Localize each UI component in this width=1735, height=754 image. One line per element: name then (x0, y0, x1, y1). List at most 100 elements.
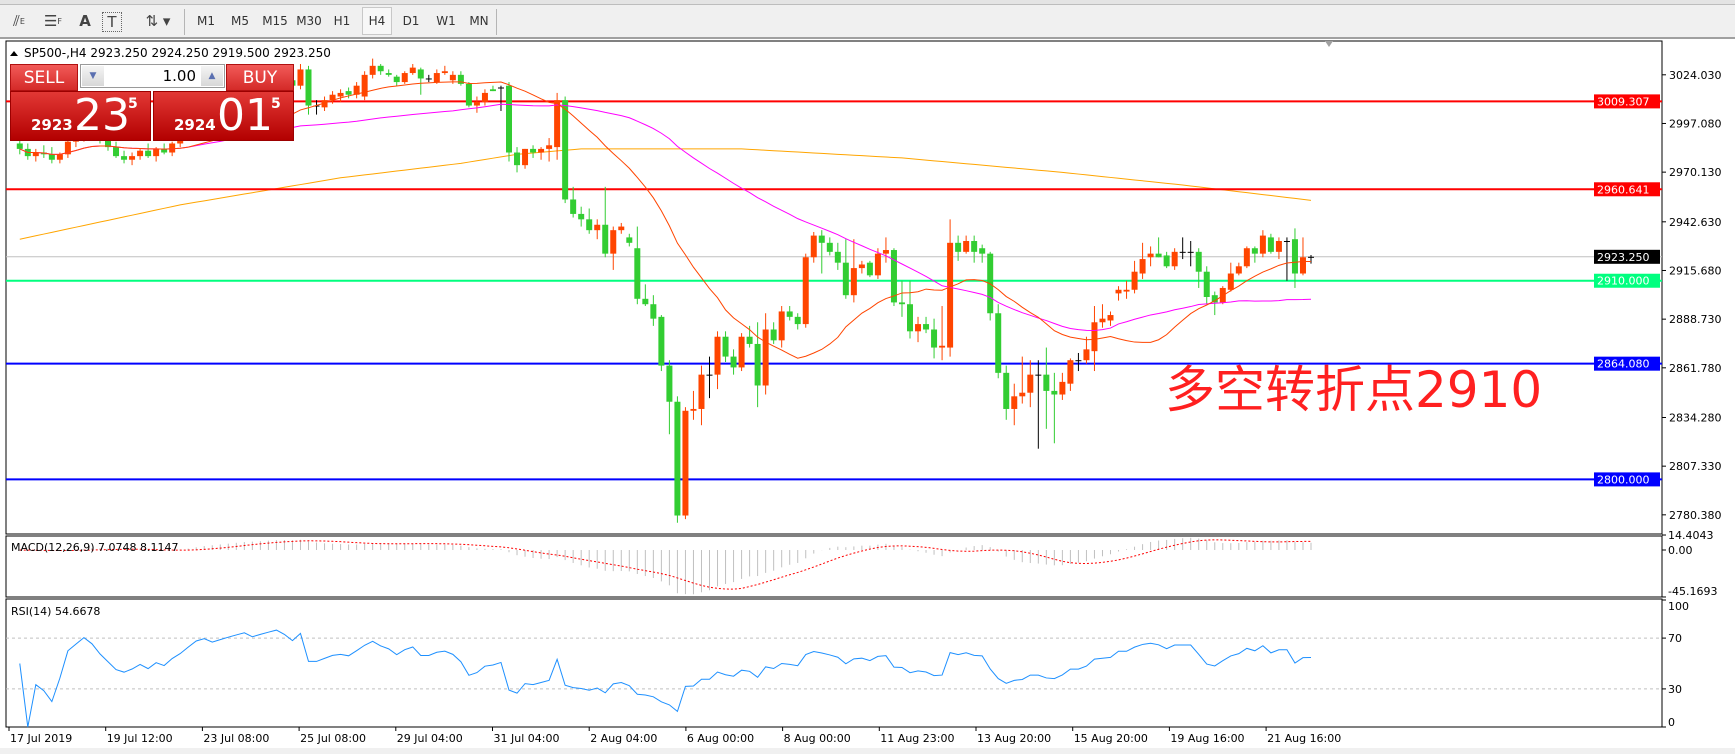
timeframe-d1[interactable]: D1 (402, 14, 420, 28)
candle-body (457, 74, 464, 84)
candle (1267, 233, 1274, 254)
candle (129, 152, 136, 166)
elliott-wave-icon[interactable]: ⫽ E (13, 12, 25, 30)
candle-body (1179, 251, 1186, 253)
candle-body (489, 89, 496, 92)
time-label: 19 Aug 16:00 (1170, 732, 1244, 745)
upper-toolbar-strip (0, 0, 1735, 5)
candle (481, 89, 488, 106)
sell-price-button[interactable]: 2923 23 5 (10, 91, 151, 141)
macd-plot (19, 537, 1312, 595)
time-label: 15 Aug 20:00 (1074, 732, 1148, 745)
candle-body (1203, 271, 1210, 297)
candle (506, 82, 512, 162)
candle (778, 306, 785, 348)
timeframe-m5[interactable]: M5 (231, 14, 249, 28)
rsi-scale-label: 70 (1668, 632, 1682, 645)
candle (698, 365, 705, 426)
candle-body (963, 241, 970, 252)
chart-window[interactable]: 3024.030 2997.080 2970.130 2942.630 2915.680… (0, 39, 1735, 754)
timeframe-m15[interactable]: M15 (262, 14, 288, 28)
candle-body (1308, 256, 1314, 258)
candle-body (433, 73, 440, 83)
candle-body (1155, 253, 1162, 258)
price-tick-label: 3024.030 (1669, 69, 1722, 82)
timeframe-m1[interactable]: M1 (197, 14, 215, 28)
timeframe-h1[interactable]: H1 (333, 14, 351, 28)
candle (1227, 262, 1234, 292)
candle-body (1027, 374, 1034, 393)
candle-body (874, 253, 881, 276)
candle (706, 356, 713, 399)
text-icon[interactable]: A (79, 12, 91, 30)
timeframe-mn[interactable]: MN (469, 14, 489, 28)
candle (762, 313, 769, 395)
candle (1243, 246, 1250, 269)
sell-button[interactable]: SELL (10, 64, 78, 91)
timeframe-m30[interactable]: M30 (296, 14, 322, 28)
price-tick-label: 2807.330 (1669, 460, 1722, 473)
candle (369, 58, 376, 79)
lot-size-value[interactable]: 1.00 (162, 67, 196, 85)
candle-body (153, 148, 160, 157)
time-label: 21 Aug 16:00 (1267, 732, 1341, 745)
lot-decrease-button[interactable]: ▼ (82, 66, 104, 86)
candle-body (1235, 266, 1242, 274)
candle-body (682, 410, 689, 516)
price-tick-label: 2942.630 (1669, 216, 1722, 229)
buy-price-sup: 5 (271, 96, 281, 112)
candle (915, 316, 922, 343)
lot-increase-button[interactable]: ▲ (201, 66, 223, 86)
candle-body (730, 356, 737, 368)
candle-body (634, 248, 641, 299)
fibonacci-icon[interactable]: ☰ F (43, 12, 63, 30)
candle (538, 147, 545, 160)
candle-body (618, 226, 625, 231)
toolbar-separator (496, 9, 497, 35)
candle (874, 248, 881, 279)
candle-body (393, 76, 400, 83)
collapse-triangle-icon (10, 51, 18, 56)
candle-body (425, 78, 432, 80)
candle (417, 67, 424, 95)
buy-price-button[interactable]: 2924 01 5 (153, 91, 294, 141)
price-tick-label: 2834.280 (1669, 411, 1722, 424)
candle (1051, 372, 1058, 444)
candle (457, 71, 464, 86)
candle (682, 407, 689, 520)
candle (522, 148, 529, 169)
candle-body (538, 148, 545, 153)
candle (594, 219, 601, 240)
candle (409, 64, 416, 75)
candle-body (746, 336, 753, 344)
candle (1091, 306, 1098, 372)
lot-size-field[interactable]: ▼ 1.00 ▲ (80, 64, 225, 88)
candle-body (1139, 259, 1146, 274)
candle-body (674, 401, 681, 516)
buy-button[interactable]: BUY (226, 64, 294, 91)
candle (64, 139, 71, 158)
rsi-scale-label: 0 (1668, 716, 1675, 729)
arrows-icon[interactable]: ⇅ ▾ (145, 12, 171, 30)
candle (345, 87, 352, 99)
timeframe-h4[interactable]: H4 (362, 7, 392, 35)
buy-price-big: 01 (217, 90, 273, 141)
candle-body (594, 224, 601, 231)
candle-body (650, 304, 657, 319)
candle (497, 85, 504, 111)
candle-body (778, 311, 785, 341)
candle (433, 69, 440, 84)
macd-scale-label: 0.00 (1668, 544, 1693, 557)
candle-body (64, 141, 71, 155)
price-chart[interactable]: 3024.030 2997.080 2970.130 2942.630 2915.680… (0, 39, 1735, 754)
candle (578, 206, 585, 227)
candle-body (1147, 253, 1154, 258)
timeframe-w1[interactable]: W1 (436, 14, 456, 28)
candle (1299, 237, 1306, 276)
candle (489, 85, 496, 92)
text-label-icon[interactable]: T (102, 12, 122, 32)
candle-body (16, 143, 23, 149)
candle-body (497, 87, 504, 89)
candle (1259, 230, 1266, 258)
candle (137, 148, 144, 160)
